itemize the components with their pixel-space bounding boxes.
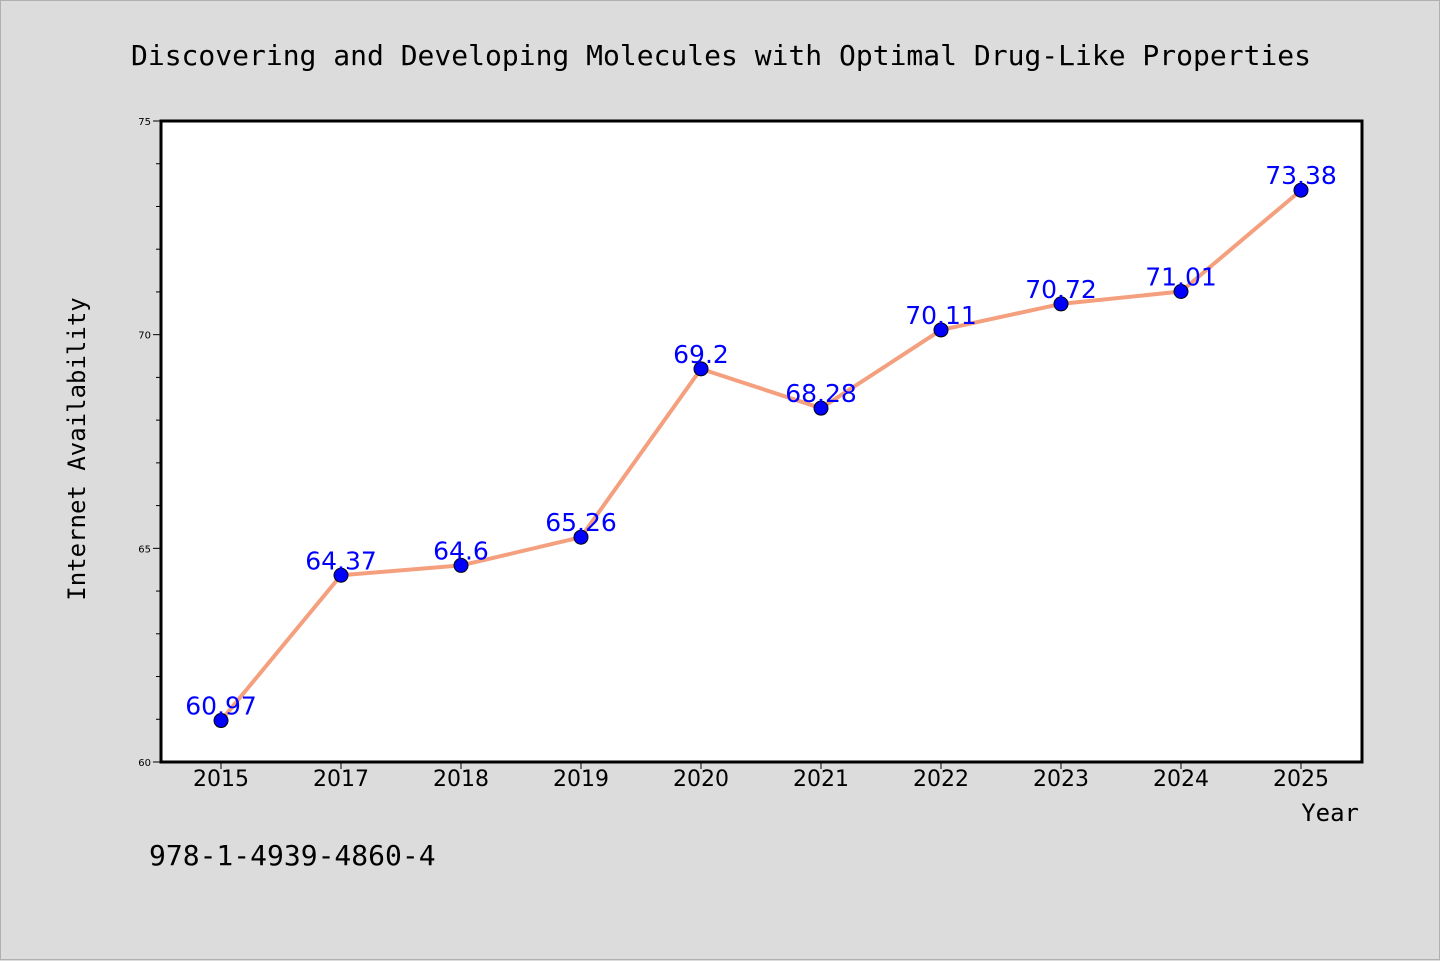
chart-title: Discovering and Developing Molecules wit… [131,39,1311,72]
data-label: 65.26 [545,508,617,537]
data-point [573,529,589,545]
data-point [1173,284,1189,300]
data-label: 70.72 [1025,275,1097,304]
data-label: 60.97 [185,692,257,721]
y-tick-label: 65 [138,544,151,555]
data-label: 70.11 [905,301,977,330]
x-tick-label: 2018 [433,767,489,792]
x-tick-label: 2017 [313,767,369,792]
data-point [213,713,229,729]
x-axis-ticks: 2015 2017 2018 2019 2020 2021 2022 2023 2024 2025 [193,762,1329,792]
data-point [813,400,829,416]
data-point [693,361,709,377]
x-tick-label: 2022 [913,767,969,792]
isbn-annotation: 978-1-4939-4860-4 [149,839,436,872]
series-group [213,182,1309,729]
data-labels-group: 60.97 64.37 64.6 65.26 69.2 68.28 70.11 70.72 71… [185,161,1337,720]
y-tick-label: 70 [138,331,151,342]
y-tick-label: 75 [138,117,151,128]
data-label: 64.6 [433,536,489,565]
x-tick-label: 2019 [553,767,609,792]
plot-area [159,119,1364,764]
data-point [453,557,469,573]
y-axis-ticks: 60 65 70 75 [138,117,161,769]
x-tick-label: 2025 [1273,767,1329,792]
data-label: 73.38 [1265,161,1337,190]
x-tick-label: 2020 [673,767,729,792]
x-axis-label: Year [1301,799,1359,827]
data-label: 71.01 [1145,263,1217,292]
data-point [333,567,349,583]
x-tick-label: 2021 [793,767,849,792]
x-tick-label: 2023 [1033,767,1089,792]
data-point [1293,182,1309,198]
data-label: 69.2 [673,340,729,369]
series-line [219,188,1303,722]
y-tick-label: 60 [138,758,151,769]
data-point [1053,296,1069,312]
x-tick-label: 2015 [193,767,249,792]
x-tick-label: 2024 [1153,767,1209,792]
y-axis-label: Internet Availability [63,297,91,600]
data-label: 64.37 [305,546,377,575]
data-point [933,322,949,338]
data-label: 68.28 [785,379,857,408]
